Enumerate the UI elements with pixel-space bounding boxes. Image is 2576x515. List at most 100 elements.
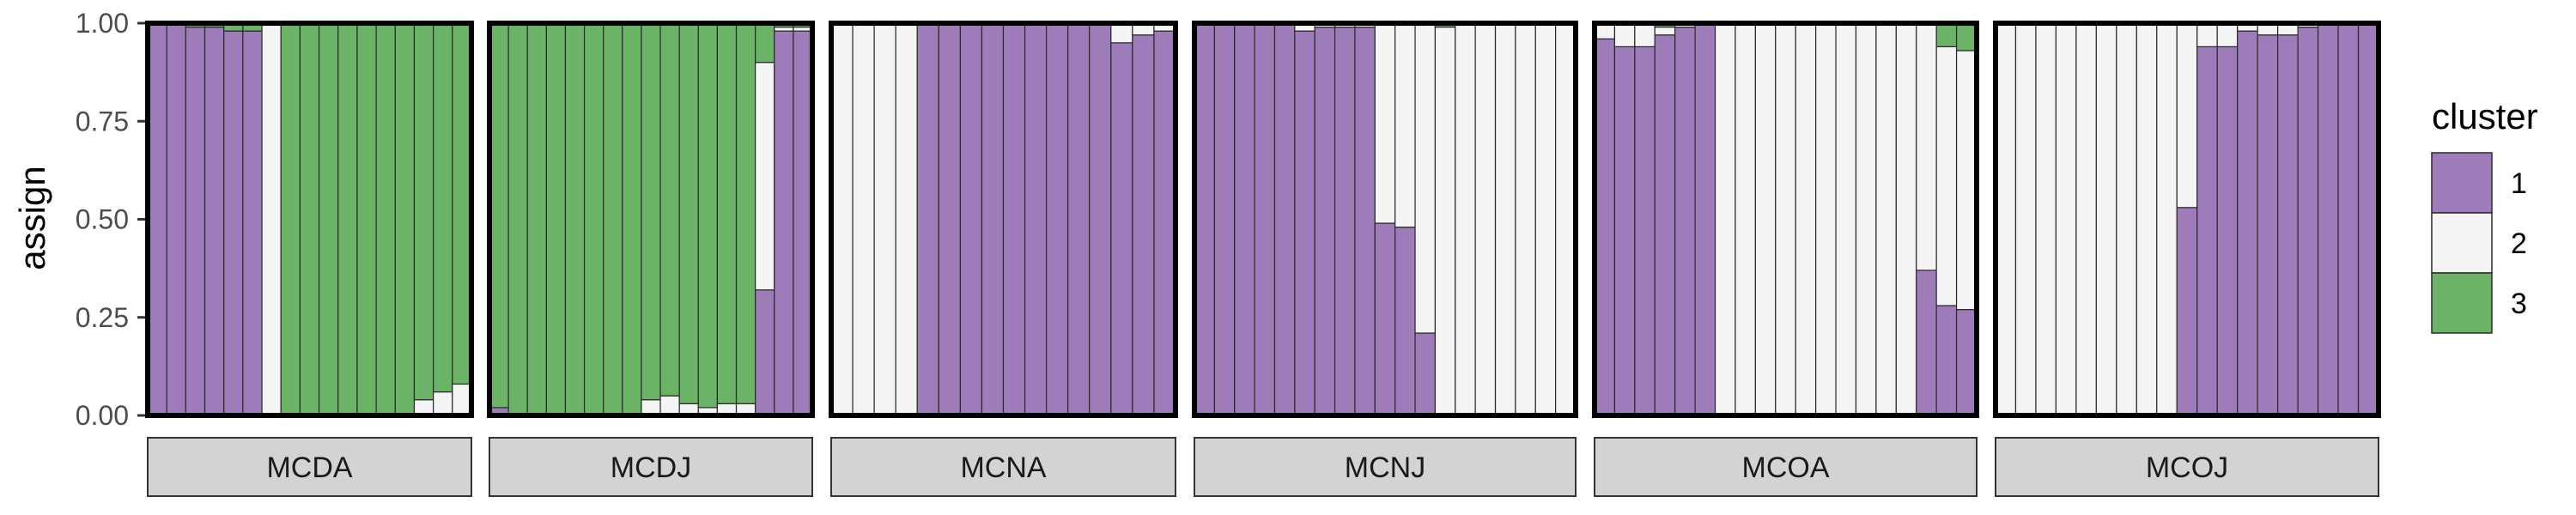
bar-segment-cluster-2 [1955,50,1978,311]
bar-segment-cluster-2 [2176,22,2198,209]
bar-segment-cluster-2 [2136,22,2158,416]
bar-segment-cluster-2 [1935,45,1958,306]
bar-segment-cluster-1 [1654,34,1676,416]
y-axis: 0.00 0.25 0.50 0.75 1.00 [76,8,148,431]
bar-segment-cluster-3 [622,22,642,416]
bar-segment-cluster-2 [1434,26,1456,416]
bar-segment-cluster-1 [2176,207,2198,416]
bar-segment-cluster-1 [2357,22,2379,416]
panel-border [829,21,1178,418]
bar-segment-cluster-2 [852,22,875,416]
bar-segment-cluster-1 [1002,22,1026,416]
bar-segment-cluster-2 [830,22,854,416]
bar-segment-cluster-2 [1634,22,1656,48]
bar-segment-cluster-2 [1995,22,2017,416]
bar-segment-cluster-3 [641,22,661,401]
bar-segment-cluster-3 [356,22,377,416]
bar-segment-cluster-1 [1046,22,1069,416]
legend-key-3 [2431,272,2493,334]
bar-segment-cluster-2 [659,395,680,416]
bar-segment-cluster-1 [2196,45,2218,416]
bar-segment-cluster-2 [1775,22,1796,416]
bar-segment-cluster-1 [204,26,225,416]
bar-segment-cluster-2 [1414,22,1437,334]
facet-strip [830,437,1176,497]
bar-segment-cluster-3 [299,22,320,416]
facet-mcoj: MCOJ [1993,21,2381,497]
bar-segment-cluster-1 [1935,305,1958,416]
facet-strip-label: MCDA [266,451,352,484]
bar-segment-cluster-3 [489,22,509,409]
bar-segment-cluster-2 [1815,22,1837,416]
bar-segment-cluster-1 [1354,26,1376,416]
bar-segment-cluster-1 [2277,34,2299,416]
facet-strip-label: MCNJ [1345,451,1425,484]
bar-segment-cluster-1 [2216,45,2239,416]
bar-segment-cluster-1 [185,26,206,416]
bar-segment-cluster-3 [678,22,699,404]
bar-segment-cluster-2 [1754,22,1777,416]
bar-segment-cluster-1 [1314,26,1336,416]
facet-strip [489,437,813,497]
bar-segment-cluster-1 [1674,26,1696,416]
bar-segment-cluster-1 [1294,30,1315,416]
facet-mcna: MCNA [829,21,1178,497]
bar-segment-cluster-2 [774,26,794,32]
bar-segment-cluster-2 [2196,22,2218,48]
bar-segment-cluster-3 [659,22,680,397]
y-tick-label: 0.50 [76,204,129,235]
bar-segment-cluster-2 [1394,22,1416,228]
bar-segment-cluster-1 [1394,227,1416,416]
bar-segment-cluster-2 [1455,22,1476,416]
y-axis-title: assign [12,166,52,270]
bar-segment-cluster-2 [1613,22,1636,48]
y-tick-label: 0.00 [76,400,129,431]
bar-segment-cluster-2 [1110,22,1133,44]
panel-border [145,21,474,418]
bar-segment-cluster-3 [507,22,528,416]
bar-segment-cluster-2 [433,391,453,416]
panel-border [1592,21,1979,418]
bar-segment-cluster-3 [526,22,547,416]
bar-segment-cluster-2 [2055,22,2077,416]
bar-segment-cluster-2 [2035,22,2057,416]
bar-segment-cluster-3 [755,22,775,64]
bar-segment-cluster-2 [1374,22,1396,224]
bar-segment-cluster-1 [2297,26,2319,416]
facet-panels: MCDA MCDJ MCNA MCNJ MCOA MCOJ [145,21,2381,497]
bar-segment-cluster-2 [2156,22,2178,416]
bar-segment-cluster-3 [413,22,434,401]
bar-segment-cluster-3 [1955,22,1978,52]
legend-key-1 [2431,152,2493,214]
bar-segment-cluster-1 [2337,22,2360,416]
bar-segment-cluster-3 [280,22,301,416]
bar-segment-cluster-3 [318,22,339,416]
bar-segment-cluster-1 [2317,22,2339,416]
bar-segment-cluster-1 [147,22,167,416]
bar-segment-cluster-1 [938,22,961,416]
bar-segment-cluster-2 [261,22,282,416]
bar-segment-cluster-1 [793,30,813,416]
bar-segment-cluster-3 [697,22,719,409]
bar-segment-cluster-2 [895,22,918,416]
bar-segment-cluster-3 [1935,22,1958,48]
bar-segment-cluster-1 [774,30,794,416]
y-tick-label: 0.25 [76,302,129,333]
bar-segment-cluster-2 [1474,22,1497,416]
facet-mcnj: MCNJ [1192,21,1578,497]
facet-strip [1594,437,1978,497]
bar-segment-cluster-1 [1254,22,1276,416]
bar-segment-cluster-1 [1594,38,1616,416]
bar-segment-cluster-2 [1654,26,1676,36]
bar-segment-cluster-1 [1110,42,1133,416]
facet-strip-label: MCOJ [2146,451,2228,484]
bar-segment-cluster-1 [1234,22,1255,416]
facet-mcdj: MCDJ [487,21,815,497]
bar-segment-cluster-2 [452,383,472,416]
bar-segment-cluster-3 [433,22,453,393]
bar-segment-cluster-3 [452,22,472,385]
bar-segment-cluster-2 [1534,22,1557,416]
bar-segment-cluster-2 [1855,22,1877,416]
bar-segment-cluster-1 [223,30,244,416]
bar-segment-cluster-2 [1494,22,1516,416]
